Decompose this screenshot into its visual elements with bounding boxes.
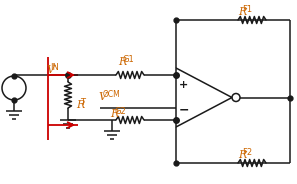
Text: R: R: [238, 7, 247, 17]
Text: −: −: [179, 104, 189, 117]
Text: V: V: [98, 92, 106, 102]
Text: +: +: [179, 79, 189, 90]
Text: G1: G1: [122, 55, 134, 64]
Text: F1: F1: [242, 5, 252, 14]
Text: R: R: [118, 57, 127, 67]
Text: F2: F2: [242, 148, 252, 157]
Text: T: T: [80, 98, 85, 107]
Text: R: R: [110, 109, 119, 119]
Text: R: R: [76, 100, 84, 110]
Text: G2: G2: [114, 107, 126, 116]
Text: R: R: [238, 150, 247, 160]
Text: OCM: OCM: [102, 90, 120, 99]
Text: IN: IN: [50, 63, 59, 72]
Text: V: V: [46, 65, 54, 75]
